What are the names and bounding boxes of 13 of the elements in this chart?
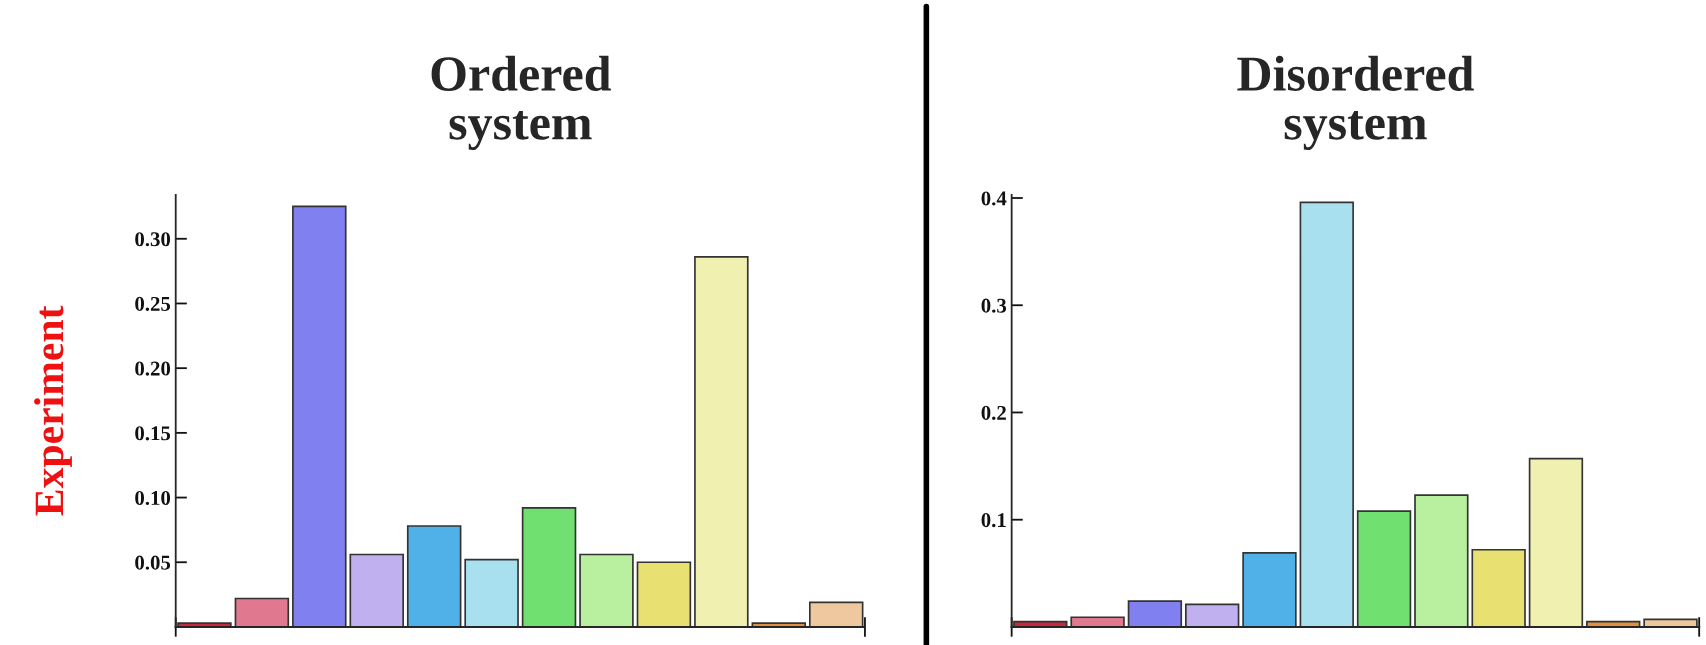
y-tick-label: 0.4 [981, 191, 1007, 206]
y-tick-label: 0.20 [135, 361, 171, 376]
y-tick-label: 0.15 [135, 426, 171, 441]
y-tick-label: 0.1 [981, 513, 1006, 528]
y-tick-label: 0.10 [135, 490, 171, 506]
y-axis-title: Experiment [34, 305, 72, 516]
y-tick-label: 0.2 [981, 405, 1006, 420]
y-tick-label: 0.3 [981, 298, 1007, 313]
y-tick-label: 0.25 [135, 296, 171, 311]
y-tick-label: 0.30 [135, 232, 171, 247]
chart-title: Ordered system [431, 55, 611, 151]
chart-title: Disordered system [1237, 55, 1474, 151]
y-tick-label: 0.05 [135, 555, 171, 570]
